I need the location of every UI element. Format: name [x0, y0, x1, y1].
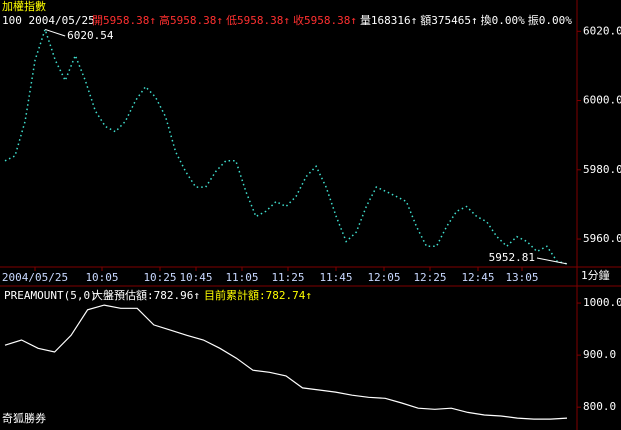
quote: 收5958.38↑ [293, 13, 357, 27]
time-label: 12:25 [413, 271, 446, 284]
time-label: 12:05 [367, 271, 400, 284]
y-tick-label: 6000.0 [583, 94, 621, 107]
y-tick-label: 1000.0 [583, 296, 621, 309]
y-tick-label: 800.0 [583, 400, 616, 413]
quote: 換0.00% [481, 14, 525, 27]
y-tick-label: 5960.0 [583, 232, 621, 245]
price-line [4, 304, 568, 420]
leader [44, 28, 66, 37]
quote: 振0.00% [528, 13, 572, 27]
y-tick-label: 6020.0 [583, 24, 621, 37]
y-tick-label: 900.0 [583, 348, 616, 361]
title: 加權指數 [2, 0, 46, 13]
price-line [4, 26, 568, 265]
annotation: 6020.54 [67, 29, 114, 42]
footer: 奇狐勝券 [2, 411, 46, 425]
time-label: 13:05 [505, 271, 538, 284]
y-tick-label: 5980.0 [583, 163, 621, 176]
legend-entry: 目前累計額:782.74↑ [204, 288, 312, 302]
quote: 額375465↑ [420, 14, 477, 27]
time-label: 11:05 [225, 271, 258, 284]
time-label: 12:45 [461, 271, 494, 284]
time-label: 10:25 [143, 271, 176, 284]
time-label: 11:45 [319, 271, 352, 284]
time-label: 2004/05/25 [2, 271, 68, 284]
quote: 開5958.38↑ [92, 14, 156, 27]
quote: 高5958.38↑ [159, 13, 223, 27]
info: 100 2004/05/25 [2, 14, 95, 27]
quote: 低5958.38↑ [226, 14, 290, 27]
time-label: 10:45 [179, 271, 212, 284]
time-label: 10:05 [85, 271, 118, 284]
quote: 量168316↑ [360, 14, 417, 27]
indicator-title: PREAMOUNT(5,0) [4, 289, 97, 302]
time-unit: 1分鐘 [581, 268, 610, 282]
time-label: 11:25 [271, 271, 304, 284]
legend-entry: 大盤預估額:782.96↑ [92, 288, 200, 302]
annotation: 5952.81 [489, 251, 535, 264]
leader [536, 257, 568, 265]
